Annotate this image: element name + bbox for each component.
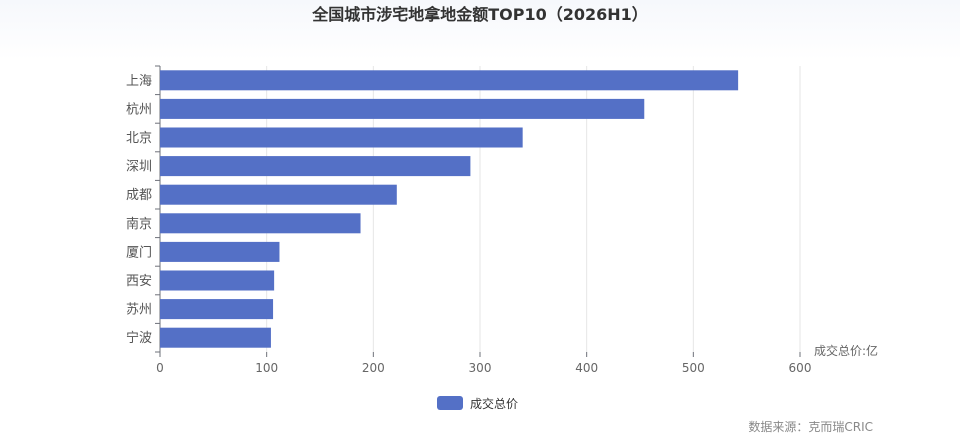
bar[interactable]	[160, 213, 361, 234]
chart-title: 全国城市涉宅地拿地金额TOP10（2026H1）	[311, 5, 648, 24]
y-category-label: 杭州	[126, 102, 152, 117]
bar[interactable]	[160, 327, 271, 348]
x-axis-name: 成交总价:亿	[814, 343, 878, 358]
y-category-label: 南京	[126, 216, 152, 232]
y-category-label: 上海	[126, 74, 152, 89]
bars	[160, 70, 739, 348]
y-category-label: 深圳	[126, 160, 152, 175]
bar[interactable]	[160, 270, 275, 291]
x-tick-label: 400	[575, 361, 598, 375]
bar[interactable]	[160, 184, 397, 205]
y-category-label: 北京	[126, 131, 152, 146]
x-tick-label: 300	[469, 361, 492, 375]
y-category-label: 苏州	[126, 302, 152, 318]
x-tick-label: 0	[156, 361, 164, 375]
y-category-label: 成都	[126, 188, 152, 203]
x-tick-label: 600	[789, 361, 812, 375]
x-tick-label: 500	[682, 361, 705, 375]
bar[interactable]	[160, 156, 471, 177]
y-category-label: 西安	[126, 274, 152, 289]
legend[interactable]: 成交总价	[437, 396, 518, 411]
bar[interactable]	[160, 299, 274, 320]
bar[interactable]	[160, 98, 645, 119]
source-note: 数据来源：克而瑞CRIC	[748, 419, 873, 434]
bar[interactable]	[160, 241, 280, 262]
y-category-label: 厦门	[126, 245, 152, 260]
legend-label[interactable]: 成交总价	[470, 396, 518, 411]
bar[interactable]	[160, 127, 523, 148]
y-category-label: 宁波	[126, 330, 152, 346]
x-tick-label: 100	[255, 361, 278, 375]
legend-swatch[interactable]	[437, 396, 463, 410]
bar[interactable]	[160, 70, 739, 91]
x-tick-label: 200	[362, 361, 385, 375]
